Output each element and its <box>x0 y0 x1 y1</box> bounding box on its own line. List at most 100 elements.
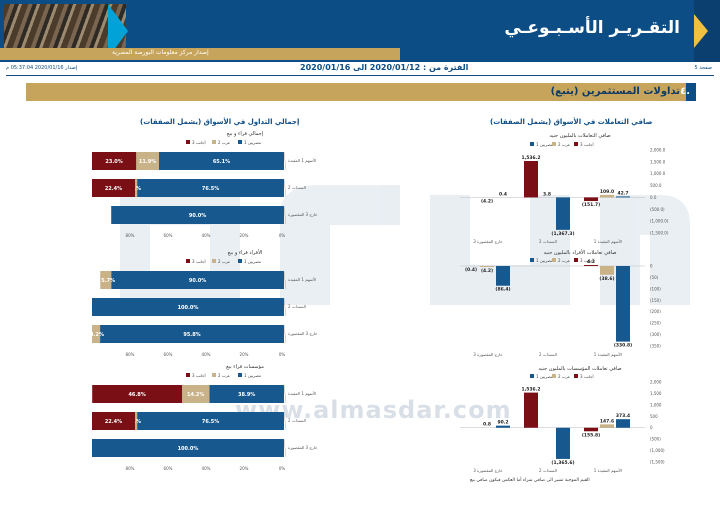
tick-label: 0% <box>279 466 286 471</box>
bar <box>600 194 614 198</box>
data-label: (38.6) <box>599 276 614 282</box>
legend-swatch <box>186 373 190 377</box>
stacked-chart-individuals: مصريين 1 عرب 2 أجانب 3 90.0% 5.7% الأسهم 1 ال… <box>90 259 318 357</box>
category-label: خارج 3 المقصورة <box>288 212 318 217</box>
tick-label: (150) <box>650 298 661 303</box>
net-chart-institutions: مصريين 1 عرب 2 أجانب 3 2,000 1,500 1,000 500 0 (… <box>460 374 665 473</box>
category-tick <box>283 178 287 198</box>
legend-label: أجانب 3 <box>580 258 594 263</box>
data-label: (1,367.3) <box>551 231 574 237</box>
data-label: 1,536.2 <box>521 155 540 161</box>
tick-label: 80% <box>126 466 135 471</box>
data-label: 46.8% <box>128 392 145 398</box>
tick-label: 0% <box>279 352 286 357</box>
bar-segment <box>100 325 285 343</box>
tick-label: 1,500.0 <box>650 159 666 164</box>
legend-label: مصريين 1 <box>536 258 553 263</box>
legend-swatch <box>212 259 216 263</box>
legend-swatch <box>552 142 556 146</box>
section-number-box <box>686 83 696 101</box>
data-label: (1,365.6) <box>551 460 574 466</box>
category-label: السندات 2 <box>288 304 306 309</box>
legend-label: مصريين 1 <box>536 374 553 379</box>
data-label: 100.0% <box>178 446 199 452</box>
tick-label: 60% <box>164 352 173 357</box>
chart-1-title: إجمالي قراء و بيع <box>226 131 264 137</box>
bar <box>556 197 570 230</box>
tick-label: 80% <box>126 352 135 357</box>
bar-segment <box>137 179 284 197</box>
data-label: 23.0% <box>105 159 122 165</box>
data-label: 0.8 <box>483 422 491 428</box>
section-number: ٤. <box>680 86 690 97</box>
tick-label: 2,000.0 <box>650 148 666 153</box>
bar-segment <box>209 385 284 403</box>
tick-label: 40% <box>202 466 211 471</box>
chart-3-title: مؤسسات قراء بيع <box>226 364 264 370</box>
data-label: 0.4 <box>499 191 507 197</box>
category-tick <box>283 438 287 458</box>
category-tick <box>283 324 287 344</box>
section-bar <box>26 83 696 101</box>
data-label: 147.6 <box>600 418 614 424</box>
bar <box>480 266 494 267</box>
data-label: 4.2 <box>587 259 595 265</box>
category-label: السندات 2 <box>539 468 557 473</box>
category-label: خارج المقصورة 3 <box>473 468 503 473</box>
category-label: السندات 2 <box>288 185 306 190</box>
issue-timestamp: إصدار 2020/01/16 05:37:04 م <box>6 65 78 71</box>
category-label: الأسهم المقيدة 1 <box>594 352 622 357</box>
data-label: 90.2 <box>497 420 508 426</box>
data-label: 95.8% <box>183 332 200 338</box>
tick-label: 1,000.0 <box>650 171 666 176</box>
bar <box>584 197 598 202</box>
bar-segment <box>100 271 112 289</box>
data-label: 22.4% <box>105 419 122 425</box>
legend-label: مصريين 1 <box>244 373 261 378</box>
tick-label: (1,500) <box>650 460 665 465</box>
legend-swatch <box>186 259 190 263</box>
category-label: السندات 2 <box>288 418 306 423</box>
tick-label: (1,500.0) <box>650 231 669 236</box>
left-panel-title: إجمالي التداول في الأسواق (يشمل الصفقات) <box>140 118 300 126</box>
publisher-label: إصدار مركز معلومات البورصة المصرية <box>112 49 209 56</box>
bar <box>496 266 510 286</box>
category-tick <box>283 411 287 431</box>
data-label: (86.4) <box>495 287 510 293</box>
bar <box>600 266 614 275</box>
category-label: الأسهم 1 المقيدة <box>288 158 316 163</box>
tick-label: (500) <box>650 437 661 442</box>
legend-label: عرب 2 <box>558 142 570 147</box>
tick-label: 0 <box>650 264 653 269</box>
legend-label: مصريين 1 <box>244 140 261 145</box>
legend-swatch <box>574 142 578 146</box>
category-label: خارج 3 المقصورة <box>288 445 318 450</box>
category-tick <box>283 297 287 317</box>
bar-segment <box>111 206 284 224</box>
bar-segment <box>92 298 284 316</box>
footnote: القيم الموجبة تشير الى صافي شراء أما الع… <box>470 478 590 483</box>
right-panel-title: صافي التعاملات في الأسواق (يشمل الصفقات) <box>490 118 653 126</box>
stacked-chart-institutions: مصريين 1 عرب 2 أجانب 3 38.9% 14.2% 46.8% الأسه… <box>92 373 318 471</box>
category-label: الأسهم المقيدة 1 <box>594 468 622 473</box>
bar <box>556 427 570 459</box>
category-tick <box>283 205 287 225</box>
legend-swatch <box>212 373 216 377</box>
tick-label: (50) <box>650 275 659 280</box>
header-accent-shape <box>108 4 128 58</box>
category-tick <box>283 151 287 171</box>
bar-segment <box>92 179 136 197</box>
tick-label: 0.0 <box>650 195 657 200</box>
category-label: السندات 2 <box>539 239 557 244</box>
legend-swatch <box>552 374 556 378</box>
category-tick <box>283 384 287 404</box>
data-label: 5.7% <box>101 278 115 284</box>
bar-segment <box>136 152 160 170</box>
report-title: التقـريـر الأسـبـوعـي <box>504 18 680 38</box>
data-label: 4.2% <box>90 332 104 338</box>
data-label: 90.0% <box>189 213 206 219</box>
bar-segment <box>135 412 138 430</box>
bar-segment <box>92 385 183 403</box>
legend-swatch <box>552 258 556 262</box>
bar <box>616 266 630 342</box>
